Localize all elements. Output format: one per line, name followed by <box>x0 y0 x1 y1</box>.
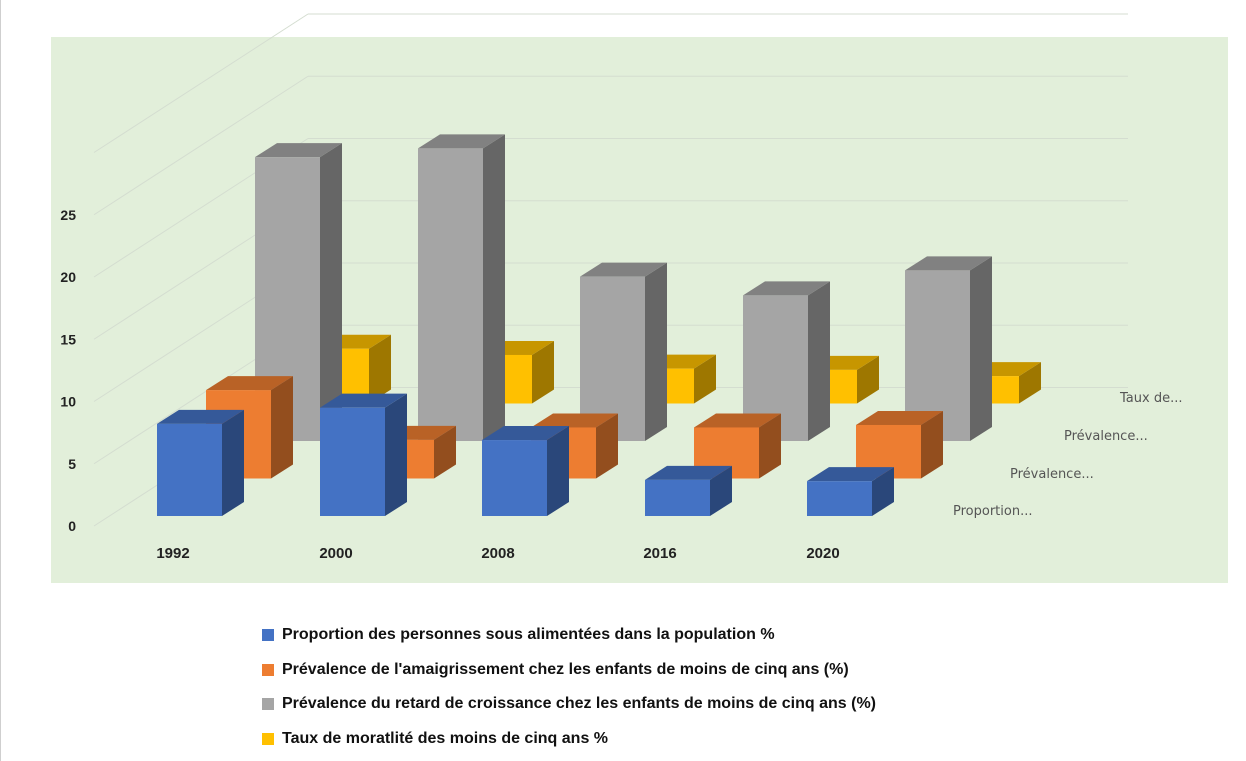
bar-side-face <box>271 376 293 479</box>
bar-1-2016 <box>645 465 732 516</box>
bar-top-face <box>807 467 894 482</box>
bar-top-face <box>645 465 732 480</box>
legend-label: Prévalence du retard de croissance chez … <box>282 695 876 713</box>
legend-item: Taux de moratlité des moins de cinq ans … <box>262 722 876 757</box>
bar-1-2020 <box>807 467 894 516</box>
bar-side-face <box>434 425 456 479</box>
bar-top-face <box>206 376 293 391</box>
bar-1-1992 <box>157 409 244 516</box>
bar-side-face <box>532 340 554 404</box>
bar-front-face <box>807 481 872 516</box>
bar-top-face <box>157 409 244 424</box>
x-tick-label: 2000 <box>319 545 352 562</box>
legend-label: Taux de moratlité des moins de cinq ans … <box>282 729 609 747</box>
bar-side-face <box>921 410 943 479</box>
y-tick-label: 15 <box>60 331 76 347</box>
bar-top-face <box>531 413 618 428</box>
series-axis-labels: Proportion... Prévalence... Prévalence... T… <box>953 391 1182 519</box>
legend: Proportion des personnes sous alimentées… <box>262 618 876 756</box>
bar-side-face <box>645 262 667 441</box>
bar-side-face <box>808 281 830 441</box>
bar-side-face <box>710 465 732 516</box>
bar-front-face <box>418 148 483 442</box>
series-axis-label: Proportion... <box>953 504 1032 519</box>
y-tick-label: 0 <box>68 518 76 534</box>
bar-side-face <box>759 413 781 479</box>
bar-top-face <box>743 281 830 296</box>
bar-side-face <box>1019 362 1041 404</box>
bar-side-face <box>596 413 618 479</box>
legend-label: Prévalence de l'amaigrissement chez les … <box>282 660 849 678</box>
gridline-side <box>93 75 309 216</box>
bar-side-face <box>320 143 342 441</box>
bar-3-2000 <box>418 134 505 442</box>
bar-1-2008 <box>482 426 569 516</box>
bar-side-face <box>970 256 992 441</box>
x-tick-label: 2016 <box>643 545 676 562</box>
bar-top-face <box>580 262 667 277</box>
y-tick-label: 5 <box>68 456 76 472</box>
series-axis-label: Taux de... <box>1119 391 1182 406</box>
x-tick-label: 1992 <box>156 545 189 562</box>
bar-side-face <box>857 355 879 404</box>
bar-top-face <box>694 413 781 428</box>
bar-side-face <box>222 409 244 516</box>
bar-top-face <box>255 143 342 158</box>
bar-side-face <box>369 334 391 404</box>
bar-side-face <box>385 393 407 516</box>
bar-side-face <box>547 426 569 516</box>
bar-side-face <box>694 354 716 404</box>
legend-item: Prévalence de l'amaigrissement chez les … <box>262 653 876 688</box>
legend-swatch <box>262 663 274 676</box>
y-tick-label: 10 <box>60 394 76 410</box>
bar-front-face <box>482 440 547 516</box>
x-axis-ticks: 1992 2000 2008 2016 2020 <box>156 545 839 562</box>
x-tick-label: 2020 <box>806 545 839 562</box>
bar-front-face <box>320 407 385 516</box>
bar-side-face <box>483 134 505 442</box>
legend-item: Proportion des personnes sous alimentées… <box>262 618 876 653</box>
y-axis-ticks: 0 5 10 15 20 25 <box>60 207 76 534</box>
bar-front-face <box>645 479 710 516</box>
bar-side-face <box>872 467 894 516</box>
x-tick-label: 2008 <box>481 545 514 562</box>
series-axis-label: Prévalence... <box>1010 467 1094 482</box>
series-axis-label: Prévalence... <box>1064 429 1148 444</box>
bar-top-face <box>905 256 992 271</box>
bar-1-2000 <box>320 393 407 516</box>
legend-label: Proportion des personnes sous alimentées… <box>282 626 775 644</box>
y-tick-label: 20 <box>60 269 76 285</box>
bar-top-face <box>482 426 569 441</box>
legend-swatch <box>262 698 274 711</box>
legend-swatch <box>262 732 274 745</box>
bar-top-face <box>856 410 943 425</box>
y-tick-label: 25 <box>60 207 76 223</box>
bar-top-face <box>418 134 505 149</box>
legend-item: Prévalence du retard de croissance chez … <box>262 687 876 722</box>
gridline-side <box>93 13 309 153</box>
left-border <box>0 0 1 761</box>
legend-swatch <box>262 629 274 642</box>
bar-front-face <box>157 423 222 516</box>
bars <box>157 134 1041 516</box>
bar-top-face <box>320 393 407 408</box>
